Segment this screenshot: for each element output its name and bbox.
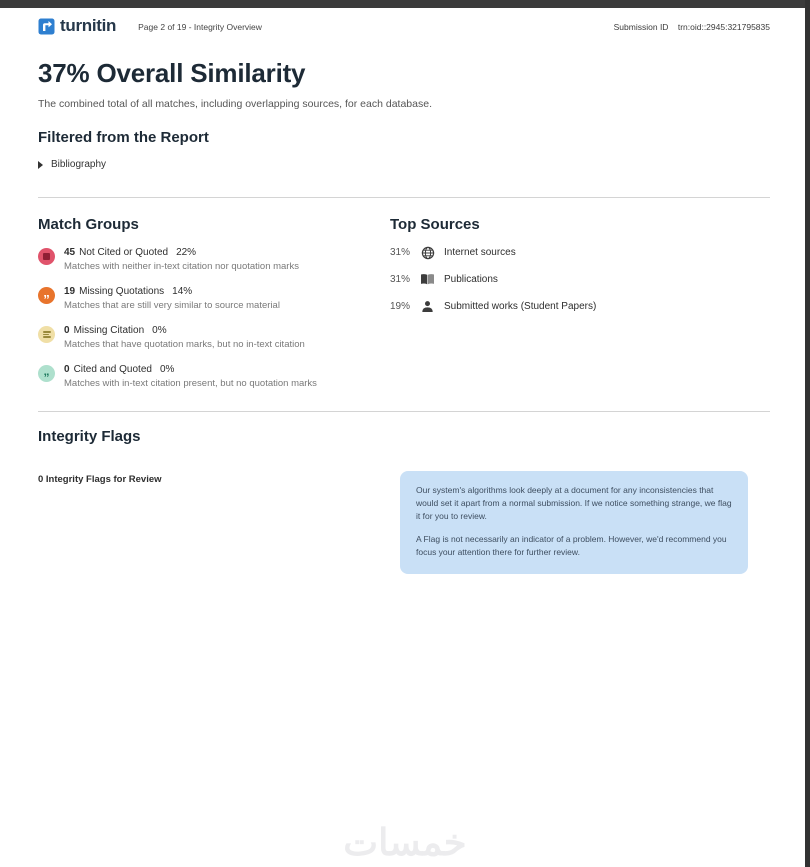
- top-source-label: Publications: [444, 274, 498, 285]
- missing-citation-icon: [38, 326, 55, 343]
- match-group-description: Matches with in-text citation present, b…: [64, 378, 317, 389]
- page-title: 37% Overall Similarity: [38, 58, 306, 88]
- match-group-label: Missing Citation: [73, 325, 145, 336]
- match-group-title: 0 Missing Citation 0%: [64, 325, 305, 336]
- match-group-percent: 22%: [176, 247, 197, 258]
- viewer-top-bar: [0, 0, 810, 8]
- match-group-label: Cited and Quoted: [73, 364, 152, 375]
- match-group-count: 45: [64, 247, 76, 258]
- page-indicator: Page 2 of 19 - Integrity Overview: [138, 22, 262, 32]
- match-group-title: 45 Not Cited or Quoted 22%: [64, 247, 299, 258]
- not-cited-icon: [38, 248, 55, 265]
- match-group-percent: 14%: [172, 286, 193, 297]
- match-group-title: 19 Missing Quotations 14%: [64, 286, 280, 297]
- match-group-row: 0 Missing Citation 0% Matches that have qu…: [38, 325, 390, 350]
- filtered-section-title: Filtered from the Report: [38, 129, 209, 146]
- match-group-description: Matches with neither in-text citation no…: [64, 261, 299, 272]
- turnitin-logo-icon: [38, 18, 55, 35]
- book-icon: [420, 272, 435, 287]
- turnitin-logo: turnitin: [38, 16, 116, 36]
- top-source-percent: 31%: [390, 247, 411, 258]
- top-source-label: Submitted works (Student Papers): [444, 301, 597, 312]
- match-group-percent: 0%: [159, 364, 175, 375]
- viewer-right-edge: [805, 0, 810, 867]
- match-group-description: Matches that have quotation marks, but n…: [64, 339, 305, 350]
- khamsat-watermark: خمسات: [343, 822, 467, 863]
- top-source-row: 19% Submitted works (Student Papers): [390, 299, 770, 314]
- integrity-flags-info-box: Our system's algorithms look deeply at a…: [400, 471, 748, 574]
- info-paragraph: Our system's algorithms look deeply at a…: [416, 485, 732, 522]
- overview-columns: Match Groups 45 Not Cited or Quoted 22% Ma…: [38, 216, 770, 389]
- page-subtitle: The combined total of all matches, inclu…: [38, 98, 432, 110]
- report-header: turnitin Page 2 of 19 - Integrity Overvi…: [38, 16, 770, 36]
- integrity-flags-section: 0 Integrity Flags for Review Our system'…: [38, 461, 770, 574]
- integrity-flags-summary-col: 0 Integrity Flags for Review: [38, 461, 400, 574]
- divider: [38, 411, 770, 412]
- match-groups-title: Match Groups: [38, 216, 139, 233]
- top-source-percent: 19%: [390, 301, 411, 312]
- cited-quoted-icon: ”: [38, 365, 55, 384]
- submission-id-value: trn:oid::2945:321795835: [677, 22, 770, 32]
- person-icon: [420, 299, 435, 314]
- match-group-row: 45 Not Cited or Quoted 22% Matches with ne…: [38, 247, 390, 272]
- match-groups-section: Match Groups 45 Not Cited or Quoted 22% Ma…: [38, 216, 390, 389]
- turnitin-logo-text: turnitin: [60, 16, 117, 35]
- filtered-item-bibliography[interactable]: Bibliography: [38, 159, 770, 170]
- match-group-title: 0 Cited and Quoted 0%: [64, 364, 317, 375]
- match-group-row: ” 19 Missing Quotations 14% Matches that a…: [38, 286, 390, 311]
- top-sources-title: Top Sources: [390, 216, 480, 233]
- filtered-section: Filtered from the Report Bibliography: [38, 129, 770, 170]
- match-group-count: 19: [64, 286, 76, 297]
- top-source-row: 31% Internet sources: [390, 245, 770, 260]
- globe-icon: [420, 245, 435, 260]
- info-paragraph: A Flag is not necessarily an indicator o…: [416, 533, 727, 557]
- divider: [38, 197, 770, 198]
- page-content: turnitin Page 2 of 19 - Integrity Overvi…: [38, 16, 770, 574]
- match-group-count: 0: [64, 325, 70, 336]
- top-sources-section: Top Sources 31% Internet sources 31% Pub…: [390, 216, 770, 389]
- submission-id: Submission ID trn:oid::2945:321795835: [614, 20, 770, 32]
- disclosure-triangle-icon: [38, 160, 43, 169]
- filtered-item-label: Bibliography: [51, 159, 107, 170]
- match-group-label: Missing Quotations: [79, 286, 165, 297]
- match-group-percent: 0%: [152, 325, 167, 336]
- match-group-description: Matches that are still very similar to s…: [64, 300, 280, 311]
- missing-quotations-icon: ”: [38, 287, 55, 306]
- match-group-count: 0: [64, 364, 70, 375]
- match-group-row: ” 0 Cited and Quoted 0% Matches with in-te…: [38, 364, 390, 389]
- submission-id-label: Submission ID: [613, 22, 669, 32]
- top-source-label: Internet sources: [444, 247, 516, 258]
- top-source-row: 31% Publications: [390, 272, 770, 287]
- integrity-flags-summary: 0 Integrity Flags for Review: [38, 474, 162, 485]
- top-source-percent: 31%: [390, 274, 411, 285]
- match-group-label: Not Cited or Quoted: [79, 247, 169, 258]
- integrity-flags-title: Integrity Flags: [38, 428, 141, 445]
